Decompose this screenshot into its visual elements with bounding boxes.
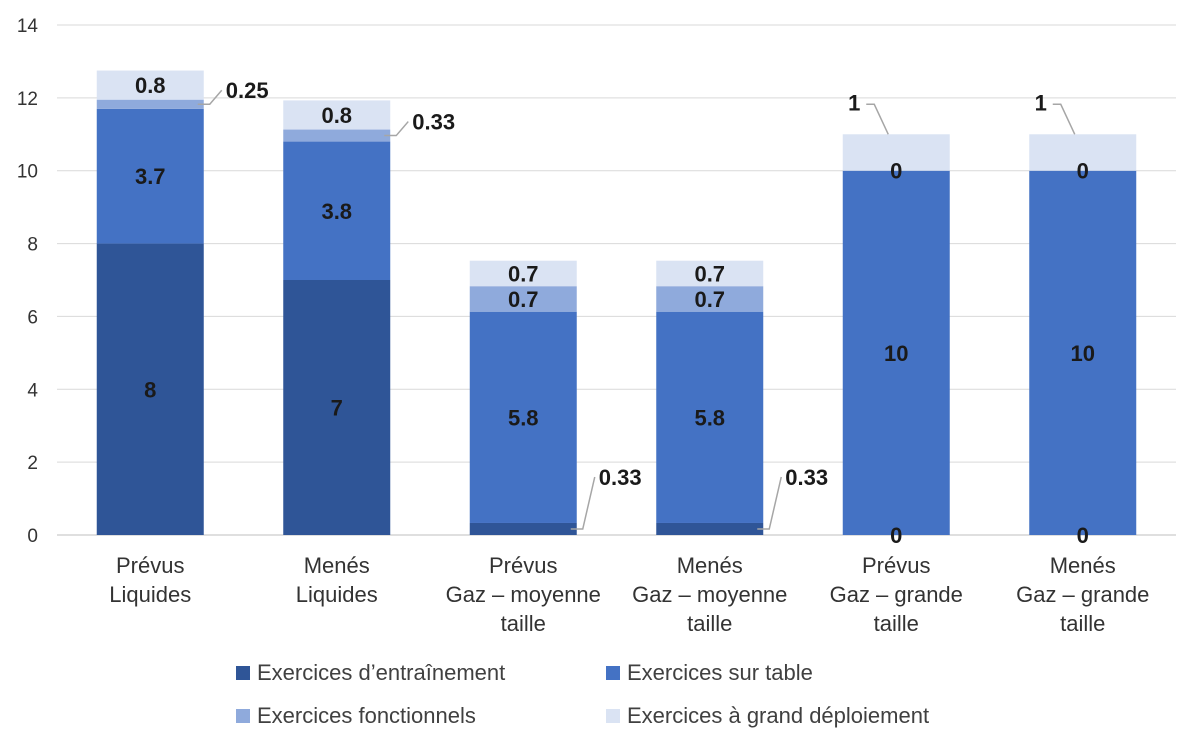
bar-segment — [842, 170, 950, 535]
bars — [96, 70, 1137, 536]
bar-segment — [469, 286, 577, 312]
data-label: 0.8 — [135, 73, 166, 98]
category-label: Menés — [304, 553, 370, 578]
category-label: Liquides — [109, 582, 191, 607]
legend-item-entrainement: Exercices d’entraînement — [236, 660, 606, 686]
data-label: 0.8 — [321, 103, 352, 128]
bar-segment — [96, 108, 204, 244]
bar-segment — [469, 522, 577, 535]
bar-segment — [842, 134, 950, 171]
data-label: 0 — [1077, 159, 1089, 184]
category-label: taille — [874, 611, 919, 636]
data-label: 0.25 — [226, 78, 269, 103]
gridlines — [57, 24, 1176, 536]
leader-line — [1052, 103, 1076, 135]
data-label: 1 — [1035, 90, 1047, 115]
legend-label: Exercices sur table — [627, 660, 813, 685]
data-label: 7 — [331, 396, 343, 421]
leader-lines — [197, 89, 1076, 530]
data-label: 10 — [1071, 341, 1095, 366]
leader-line — [866, 103, 889, 135]
category-label: Gaz – moyenne — [446, 582, 601, 607]
bar-segment — [656, 260, 764, 287]
bar-segment — [283, 129, 391, 142]
bar-segment — [283, 100, 391, 130]
data-label: 0.7 — [508, 261, 539, 286]
leader-line — [197, 89, 223, 105]
bar-segment — [283, 141, 391, 280]
data-label: 5.8 — [508, 405, 539, 430]
category-label: taille — [687, 611, 732, 636]
leader-line — [384, 121, 409, 137]
y-tick-label: 2 — [27, 453, 38, 474]
x-axis-categories: Prévus Liquides Menés Liquides Prévus Gaz – m… — [109, 553, 1149, 636]
data-label: 0 — [890, 523, 902, 548]
legend-swatch — [236, 666, 250, 680]
data-label: 0.7 — [694, 287, 725, 312]
y-tick-label: 0 — [27, 526, 38, 547]
legend-swatch — [606, 666, 620, 680]
data-label: 0 — [890, 159, 902, 184]
data-label: 3.8 — [321, 199, 352, 224]
data-label: 1 — [848, 90, 860, 115]
bar-segment — [1029, 170, 1137, 535]
category-label: taille — [1060, 611, 1105, 636]
category-label: Menés — [677, 553, 743, 578]
category-label: Liquides — [296, 582, 378, 607]
bar-segment — [96, 99, 204, 109]
data-label: 0.33 — [412, 110, 455, 135]
legend-item-fonctionnels: Exercices fonctionnels — [236, 703, 606, 729]
y-axis-ticks: 0 2 4 6 8 10 12 14 — [17, 16, 39, 547]
category-label: Prévus — [116, 553, 184, 578]
y-tick-label: 12 — [17, 89, 38, 110]
bar-segment — [656, 286, 764, 312]
data-label: 10 — [884, 341, 908, 366]
category-label: Gaz – moyenne — [632, 582, 787, 607]
bar-segment — [283, 280, 391, 535]
y-tick-label: 6 — [27, 307, 38, 328]
data-label: 0.7 — [508, 287, 539, 312]
legend-swatch — [606, 709, 620, 723]
bar-segment — [656, 522, 764, 535]
legend: Exercices d’entraînement Exercices sur t… — [236, 660, 996, 729]
y-tick-label: 10 — [17, 162, 38, 183]
category-label: taille — [501, 611, 546, 636]
legend-label: Exercices à grand déploiement — [627, 703, 930, 728]
legend-item-table: Exercices sur table — [606, 660, 996, 686]
data-label: 3.7 — [135, 164, 166, 189]
bar-segment — [96, 243, 204, 536]
bar-segment — [656, 311, 764, 523]
legend-label: Exercices fonctionnels — [257, 703, 476, 728]
category-label: Prévus — [862, 553, 930, 578]
y-tick-label: 14 — [17, 16, 39, 37]
data-label: 5.8 — [694, 405, 725, 430]
data-label: 0.33 — [785, 465, 828, 490]
data-labels: 83.70.250.873.80.330.80.335.80.70.70.335… — [135, 73, 1095, 548]
data-label: 0.7 — [694, 261, 725, 286]
bar-segment — [96, 70, 204, 100]
bar-segment — [469, 311, 577, 523]
data-label: 0.33 — [599, 465, 642, 490]
data-label: 8 — [144, 377, 156, 402]
legend-item-grand-deploiement: Exercices à grand déploiement — [606, 703, 996, 729]
y-tick-label: 4 — [27, 380, 38, 401]
legend-swatch — [236, 709, 250, 723]
y-tick-label: 8 — [27, 235, 38, 256]
bar-segment — [469, 260, 577, 287]
category-label: Prévus — [489, 553, 557, 578]
leader-line — [757, 476, 782, 530]
data-label: 0 — [1077, 523, 1089, 548]
category-label: Menés — [1050, 553, 1116, 578]
category-label: Gaz – grande — [830, 582, 963, 607]
leader-line — [570, 476, 596, 530]
category-label: Gaz – grande — [1016, 582, 1149, 607]
bar-segment — [1029, 134, 1137, 171]
legend-label: Exercices d’entraînement — [257, 660, 506, 685]
